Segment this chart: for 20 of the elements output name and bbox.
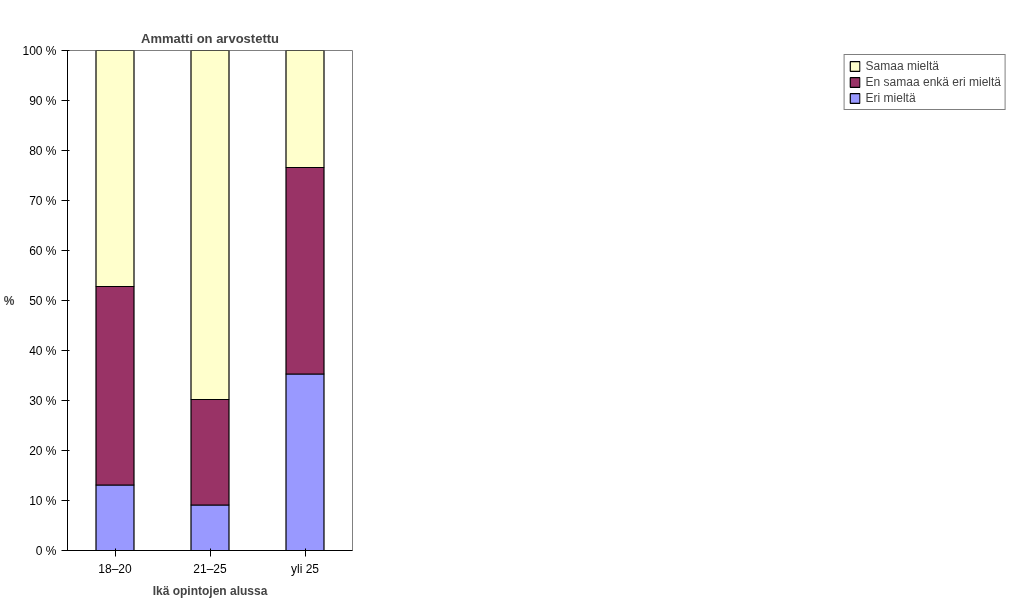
y-tick-label: 0 %: [35, 543, 57, 558]
x-tick-label: yli 25: [290, 561, 320, 576]
chart-title: Ammatti on arvostettu: [141, 30, 280, 46]
x-axis-title: Ikä opintojen alussa: [152, 583, 268, 598]
y-tick-label: 70 %: [29, 193, 57, 208]
legend-label: En samaa enkä eri mieltä: [865, 75, 1001, 89]
y-axis-title: %: [3, 293, 15, 308]
y-tick-label: 30 %: [29, 393, 57, 408]
y-tick-label: 100 %: [22, 43, 57, 58]
x-tick-label: 21–25: [193, 561, 228, 576]
y-tick-label: 80 %: [29, 143, 57, 158]
y-tick-label: 50 %: [29, 293, 57, 308]
y-tick-label: 10 %: [29, 493, 57, 508]
y-tick-label: 90 %: [29, 93, 57, 108]
y-tick-label: 40 %: [29, 343, 57, 358]
x-tick-label: 18–20: [98, 561, 133, 576]
legend-label: Eri mieltä: [865, 91, 916, 105]
y-tick-label: 20 %: [29, 443, 57, 458]
y-tick-label: 60 %: [29, 243, 57, 258]
legend-label: Samaa mieltä: [865, 59, 939, 73]
